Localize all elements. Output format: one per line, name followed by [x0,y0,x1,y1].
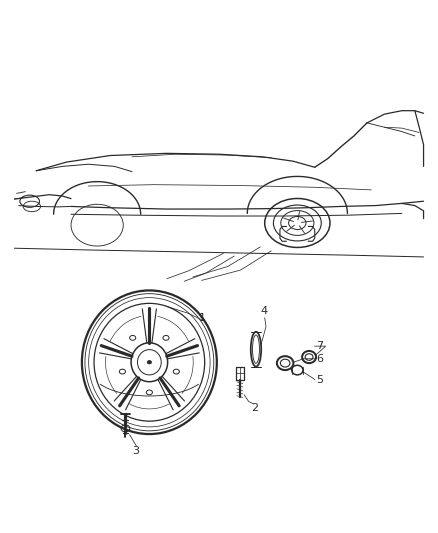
Ellipse shape [147,360,152,364]
Text: 3: 3 [132,446,139,456]
Text: 6: 6 [317,354,324,364]
Text: 4: 4 [261,306,268,316]
Text: 1: 1 [199,313,206,323]
Text: 7: 7 [316,341,324,351]
Text: 5: 5 [317,375,324,385]
Text: 2: 2 [251,403,258,413]
